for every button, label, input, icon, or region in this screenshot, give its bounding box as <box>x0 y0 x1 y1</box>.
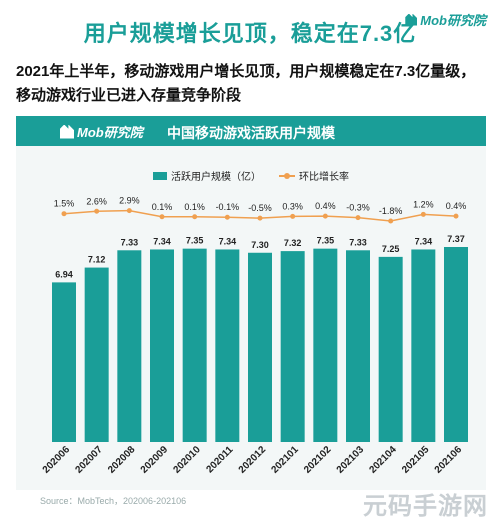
brand-logo: Mob研究院 <box>405 10 486 29</box>
growth-point <box>159 214 165 220</box>
bar <box>346 250 370 442</box>
growth-point <box>94 208 100 214</box>
growth-label: 1.5% <box>54 199 75 209</box>
bar <box>248 252 272 442</box>
growth-label: -0.3% <box>346 203 370 213</box>
bar <box>378 256 403 442</box>
bar-value-label: 7.34 <box>153 236 171 246</box>
growth-point <box>420 211 426 217</box>
bar-value-label: 7.35 <box>317 236 335 246</box>
legend-item-line: 环比增长率 <box>279 168 349 183</box>
chart-panel: Mob研究院 中国移动游戏活跃用户规模 活跃用户规模（亿） 环比增长率 6.94… <box>16 116 486 490</box>
bar-value-label: 7.32 <box>284 238 302 248</box>
growth-label: 0.1% <box>184 202 205 212</box>
growth-label: 2.9% <box>119 196 140 206</box>
x-tick-label: 202106 <box>433 444 465 476</box>
x-tick-label: 202105 <box>400 444 432 476</box>
bar-value-label: 7.33 <box>121 237 139 247</box>
banner-logo-text: Mob研究院 <box>77 125 143 140</box>
bar-value-label: 7.30 <box>251 240 269 250</box>
legend-item-bar: 活跃用户规模（亿） <box>153 168 261 183</box>
chart-title: 中国移动游戏活跃用户规模 <box>167 125 335 141</box>
bar-value-label: 7.34 <box>219 236 237 246</box>
growth-label: -0.1% <box>216 202 240 212</box>
bar <box>280 251 305 442</box>
growth-point <box>126 208 132 214</box>
x-tick-label: 202006 <box>41 444 73 476</box>
growth-point <box>453 213 459 219</box>
x-tick-label: 202007 <box>73 444 105 476</box>
banner-logo: Mob研究院 <box>60 122 143 141</box>
x-tick-label: 202101 <box>269 444 301 476</box>
x-tick-label: 202010 <box>171 444 203 476</box>
x-tick-label: 202012 <box>237 444 269 476</box>
chart-svg: 6.94 202006 7.12 202007 7.33 202008 7.34 202009… <box>41 196 468 476</box>
legend-label-bar: 活跃用户规模（亿） <box>171 172 261 183</box>
growth-point <box>224 214 230 220</box>
growth-point <box>61 211 67 217</box>
bar <box>52 282 76 442</box>
brand-logo-text: Mob研究院 <box>420 13 486 28</box>
growth-point <box>322 213 328 219</box>
growth-label: 2.6% <box>86 196 107 206</box>
legend-swatch-bar <box>153 171 167 180</box>
bar <box>215 249 240 442</box>
bar <box>313 248 338 442</box>
growth-point <box>355 215 361 221</box>
bar <box>117 250 142 442</box>
growth-point <box>192 214 198 220</box>
bar <box>150 249 174 442</box>
growth-label: 0.4% <box>446 201 467 211</box>
growth-label: -1.8% <box>379 206 403 216</box>
bar-value-label: 7.25 <box>382 244 400 254</box>
bar-value-label: 7.34 <box>415 236 433 246</box>
growth-label: 0.1% <box>152 202 173 212</box>
source-note: Source：MobTech，202006-202106 <box>40 496 187 506</box>
bar <box>182 248 207 442</box>
growth-point <box>257 215 263 221</box>
legend-swatch-line <box>279 172 295 179</box>
bar <box>444 247 468 442</box>
growth-label: -0.5% <box>248 203 272 213</box>
growth-label: 1.2% <box>413 199 434 209</box>
bar-value-label: 7.12 <box>88 255 106 265</box>
bar-value-label: 7.35 <box>186 236 204 246</box>
growth-label: 0.4% <box>315 201 336 211</box>
legend-label-line: 环比增长率 <box>299 172 349 183</box>
bar <box>84 267 109 442</box>
page-title: 用户规模增长见顶，稳定在7.3亿 <box>83 21 417 46</box>
growth-label: 0.3% <box>282 201 303 211</box>
x-tick-label: 202103 <box>335 444 367 476</box>
bar-value-label: 7.33 <box>349 237 367 247</box>
mob-logo-icon <box>60 124 74 139</box>
growth-point <box>388 218 394 224</box>
x-tick-label: 202102 <box>302 444 334 476</box>
bar <box>411 249 436 442</box>
chart-banner: Mob研究院 中国移动游戏活跃用户规模 <box>16 116 486 146</box>
x-tick-label: 202009 <box>139 444 171 476</box>
growth-point <box>290 213 296 219</box>
description-text: 2021年上半年，移动游戏用户增长见顶，用户规模稳定在7.3亿量级，移动游戏行业… <box>16 63 476 104</box>
x-tick-label: 202011 <box>204 444 235 475</box>
mob-logo-icon <box>405 13 418 26</box>
bar-value-label: 6.94 <box>55 269 73 279</box>
watermark: 元码手游网 <box>363 493 488 520</box>
chart-legend: 活跃用户规模（亿） 环比增长率 <box>16 168 486 183</box>
x-tick-label: 202008 <box>106 444 138 476</box>
bar-value-label: 7.37 <box>447 234 465 244</box>
x-tick-label: 202104 <box>367 444 399 476</box>
